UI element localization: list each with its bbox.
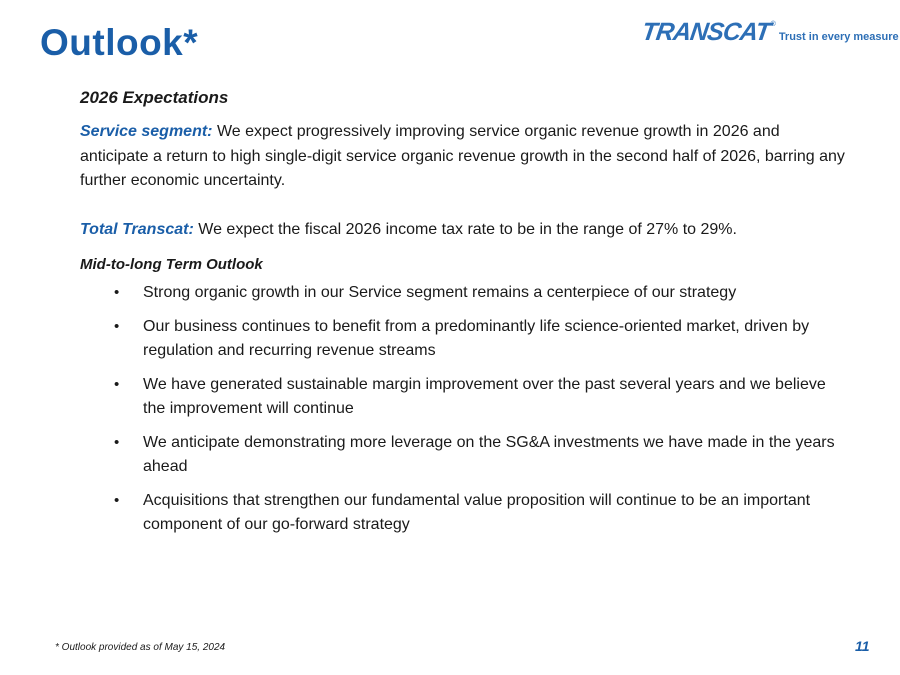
bullet-icon: • <box>114 492 120 509</box>
footnote: * Outlook provided as of May 15, 2024 <box>55 642 226 653</box>
bullet-text: We anticipate demonstrating more leverag… <box>143 434 835 475</box>
logo-wordmark: TRANSCAT <box>640 18 772 46</box>
list-item: • Our business continues to benefit from … <box>80 315 845 363</box>
page-number: 11 <box>855 638 870 654</box>
list-item: • Strong organic growth in our Service se… <box>80 281 845 305</box>
logo-tagline: Trust in every measure <box>778 31 899 43</box>
service-segment-label: Service segment: <box>80 123 213 140</box>
bullet-icon: • <box>114 284 120 301</box>
content-body: 2026 Expectations Service segment: We ex… <box>80 88 845 547</box>
bullet-text: Our business continues to benefit from a… <box>143 318 810 359</box>
bullet-icon: • <box>114 434 120 451</box>
list-item: • We have generated sustainable margin im… <box>80 373 845 421</box>
transcat-logo: TRANSCAT ® Trust in every measure <box>640 18 899 46</box>
outlook-bullet-list: • Strong organic growth in our Service se… <box>80 281 845 537</box>
bullet-text: Strong organic growth in our Service seg… <box>143 284 737 301</box>
bullet-icon: • <box>114 318 120 335</box>
mid-long-term-heading: Mid-to-long Term Outlook <box>80 256 263 273</box>
bullet-icon: • <box>114 376 120 393</box>
service-segment-paragraph: Service segment: We expect progressively… <box>80 120 845 194</box>
list-item: • Acquisitions that strengthen our fundam… <box>80 489 845 537</box>
page-title: Outlook* <box>40 22 199 63</box>
list-item: • We anticipate demonstrating more levera… <box>80 431 845 479</box>
logo-registered-mark: ® <box>770 21 776 28</box>
expectations-heading: 2026 Expectations <box>80 88 229 107</box>
total-transcat-paragraph: Total Transcat: We expect the fiscal 202… <box>80 218 845 243</box>
total-transcat-label: Total Transcat: <box>80 220 194 238</box>
bullet-text: Acquisitions that strengthen our fundame… <box>143 492 811 533</box>
total-transcat-text: We expect the fiscal 2026 income tax rat… <box>193 220 737 238</box>
bullet-text: We have generated sustainable margin imp… <box>143 376 826 417</box>
service-segment-text: We expect progressively improving servic… <box>80 123 845 189</box>
